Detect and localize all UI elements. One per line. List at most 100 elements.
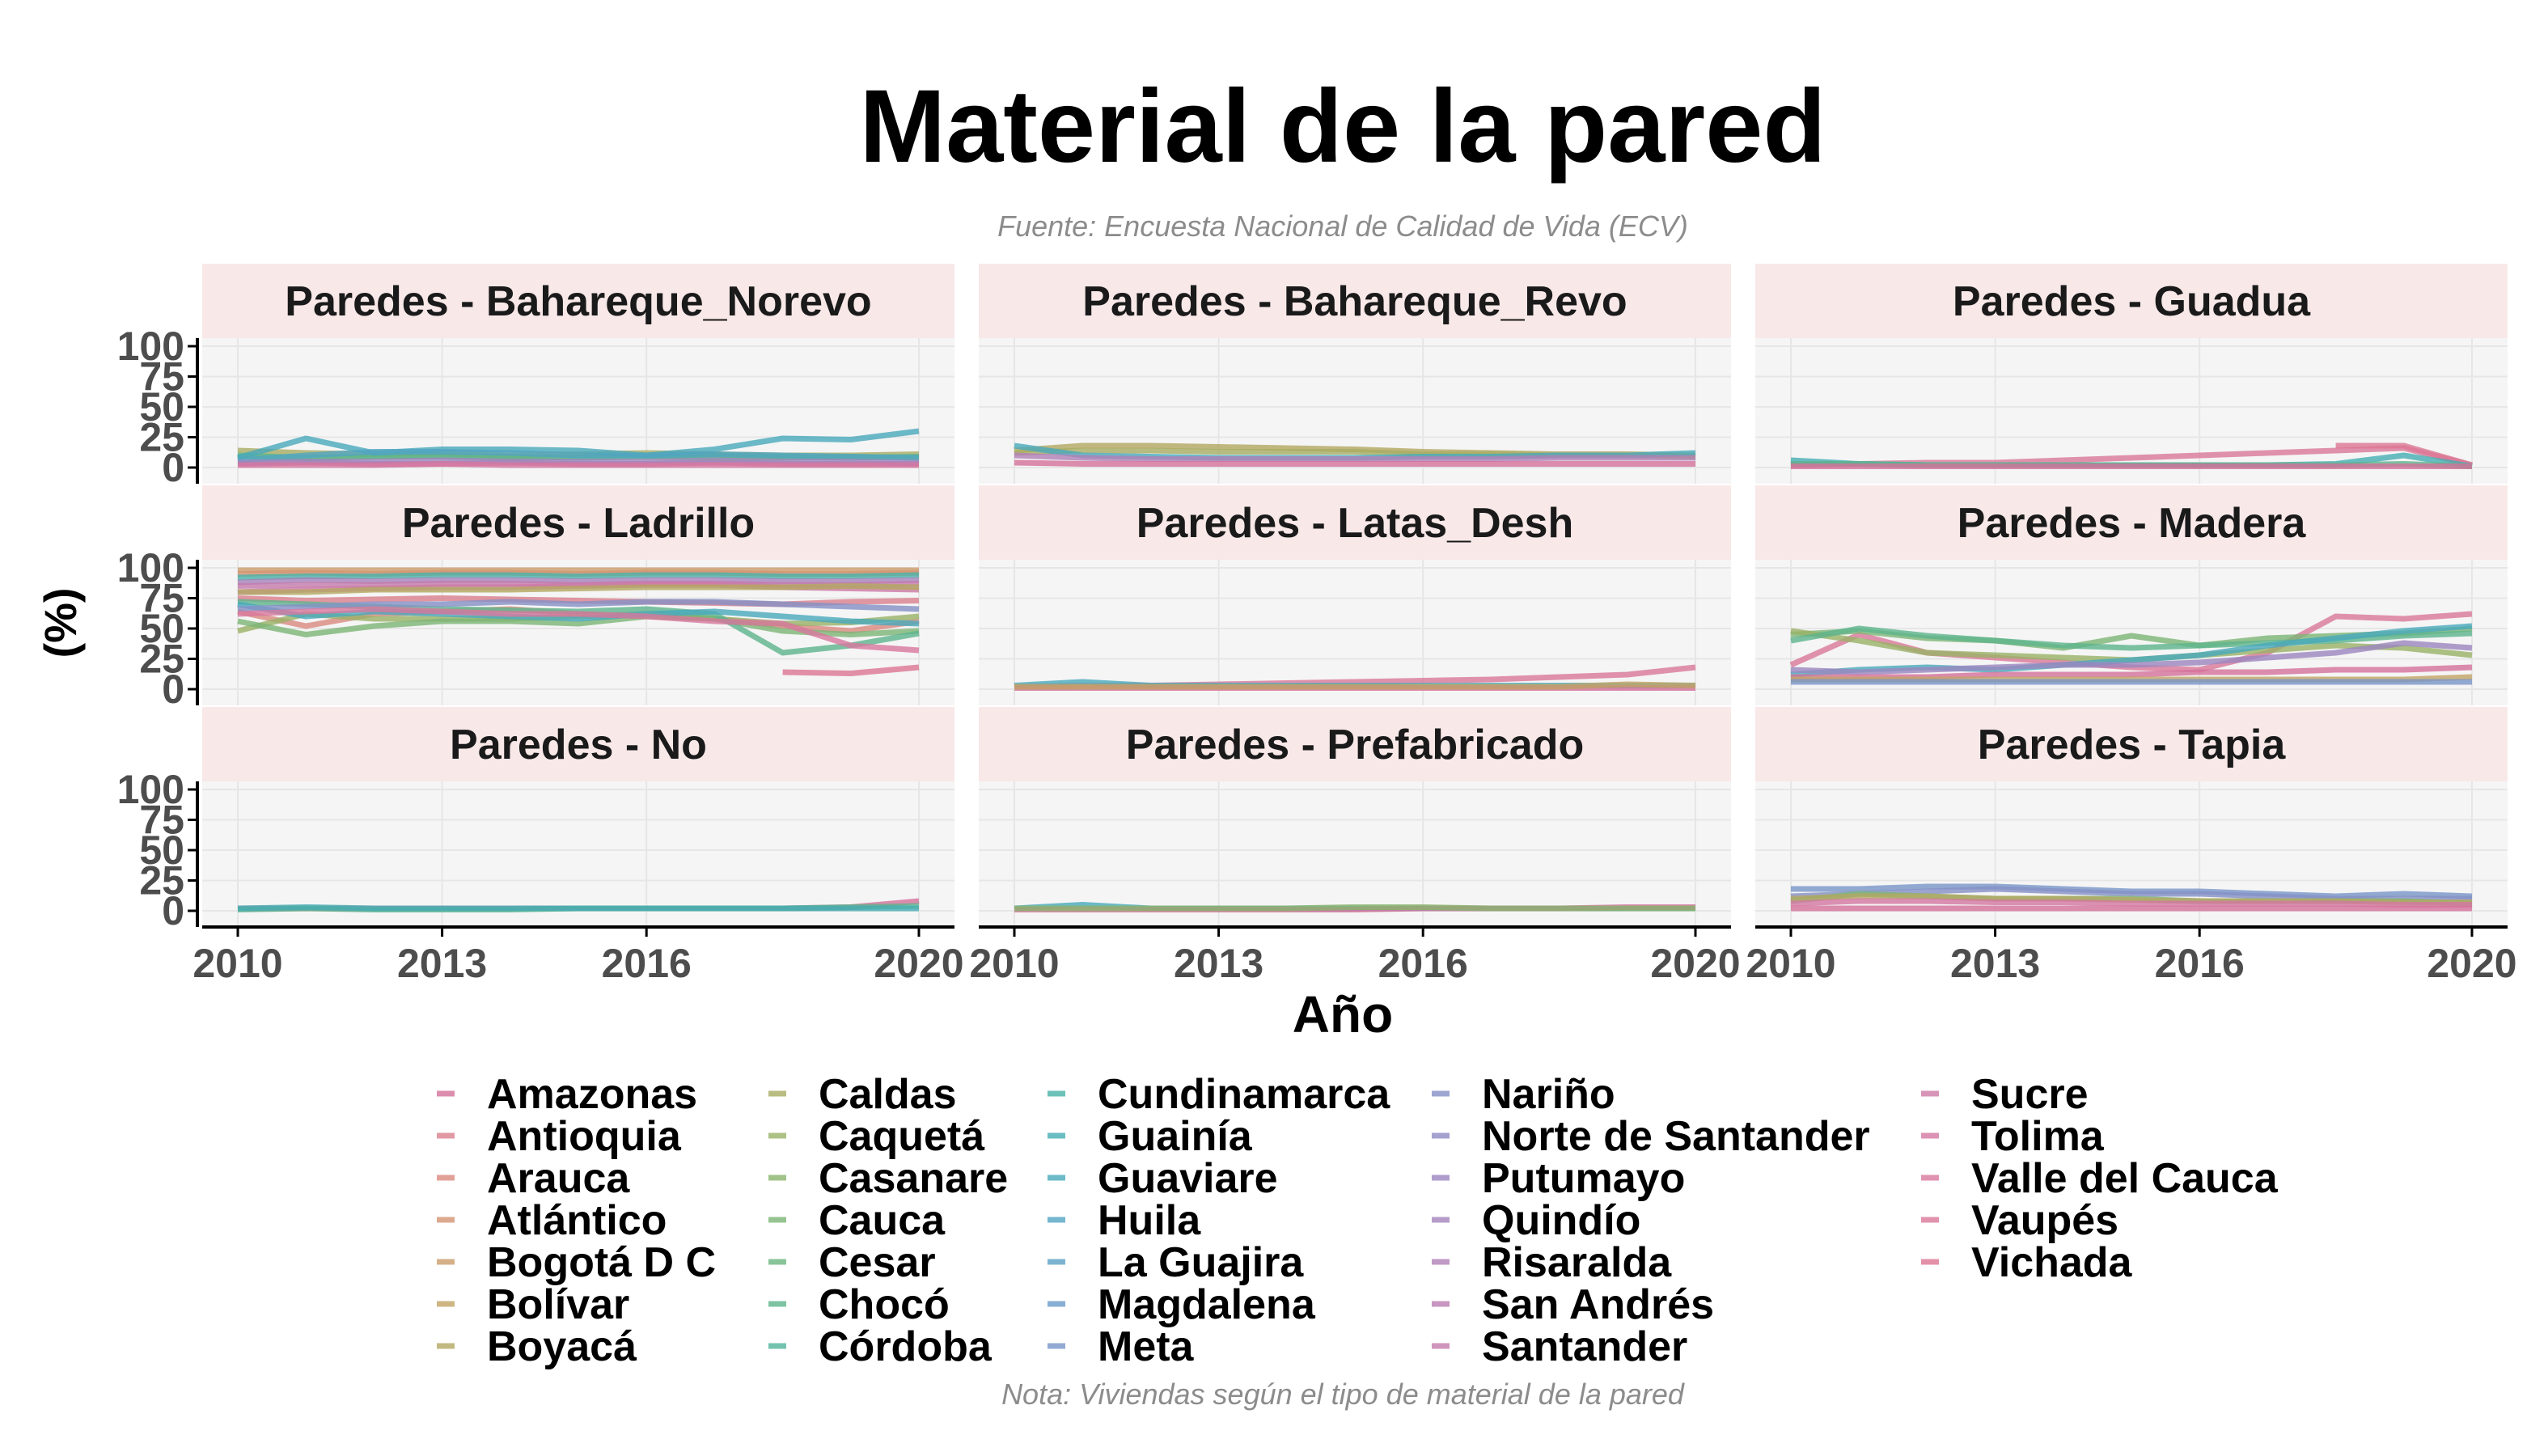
y-tick-label: 25 bbox=[139, 858, 184, 904]
x-tick-label: 2016 bbox=[1378, 941, 1468, 986]
facet-strip bbox=[202, 264, 954, 338]
legend-label: Magdalena bbox=[1098, 1281, 1316, 1328]
series-line bbox=[237, 904, 919, 912]
facet-panel: Paredes - Tapia 2010 2013 2016 2020 bbox=[1746, 707, 2517, 986]
x-tick-label: 2010 bbox=[969, 941, 1059, 986]
legend-label: Putumayo bbox=[1482, 1155, 1685, 1202]
legend-label: Atlántico bbox=[487, 1197, 667, 1244]
legend-label: Nariño bbox=[1482, 1071, 1615, 1118]
legend-label: Boyacá bbox=[487, 1323, 637, 1370]
legend-item: Santander bbox=[1432, 1323, 1687, 1370]
series-line bbox=[2335, 442, 2473, 468]
y-tick-label: 50 bbox=[139, 827, 184, 873]
facet-strip-label: Paredes - Madera bbox=[1958, 500, 2307, 547]
facet-panel: Paredes - Prefabricado 2010 2013 2016 2020 bbox=[969, 707, 1741, 986]
legend-item: Sucre bbox=[1921, 1071, 2089, 1118]
legend-label: Caldas bbox=[819, 1071, 957, 1118]
legend-item: San Andrés bbox=[1432, 1281, 1714, 1328]
facet-panel: Paredes - Madera bbox=[1755, 485, 2508, 705]
legend-label: Amazonas bbox=[487, 1071, 697, 1118]
facet-strip bbox=[1755, 264, 2508, 338]
legend-label: Tolima bbox=[1971, 1113, 2105, 1160]
legend-label: Vichada bbox=[1971, 1239, 2133, 1286]
y-tick-label: 75 bbox=[139, 576, 184, 621]
y-axis-label: (%) bbox=[35, 587, 86, 658]
facet-strip-label: Paredes - Bahareque_Norevo bbox=[285, 278, 871, 325]
legend-item: Guainía bbox=[1048, 1113, 1253, 1160]
facet-panel: Paredes - Guadua bbox=[1755, 264, 2508, 484]
y-tick-label: 100 bbox=[117, 545, 184, 590]
legend-label: Guaviare bbox=[1098, 1155, 1278, 1202]
legend-item: Antioquia bbox=[437, 1113, 682, 1160]
y-tick-label: 75 bbox=[139, 798, 184, 843]
legend-label: Cauca bbox=[819, 1197, 946, 1244]
series-line bbox=[237, 572, 920, 581]
series-line bbox=[1790, 625, 2473, 651]
legend-item: Bogotá D C bbox=[437, 1239, 716, 1286]
legend-label: Cundinamarca bbox=[1098, 1071, 1390, 1118]
legend-item: Arauca bbox=[437, 1155, 630, 1202]
facet-strip bbox=[1755, 485, 2508, 560]
legend-label: Cesar bbox=[819, 1239, 936, 1286]
facet-strip-label: Paredes - Tapia bbox=[1978, 722, 2287, 768]
legend-label: Antioquia bbox=[487, 1113, 682, 1160]
chart-title: Material de la pared bbox=[859, 69, 1826, 184]
series-line bbox=[238, 461, 919, 468]
series-line bbox=[1790, 898, 2472, 908]
legend-label: Sucre bbox=[1971, 1071, 2089, 1118]
x-tick-label: 2020 bbox=[2427, 941, 2516, 986]
chart-caption: Nota: Viviendas según el tipo de materia… bbox=[1001, 1378, 1685, 1411]
y-tick-label: 100 bbox=[117, 767, 184, 812]
facet-strip-label: Paredes - Prefabricado bbox=[1126, 722, 1584, 768]
facet-strip bbox=[979, 264, 1731, 338]
facet-strip bbox=[202, 707, 954, 781]
legend-label: Bogotá D C bbox=[487, 1239, 716, 1286]
series-line bbox=[1790, 640, 2473, 675]
y-tick-label: 25 bbox=[139, 415, 184, 460]
y-tick-label: 0 bbox=[162, 888, 184, 933]
legend-item: Boyacá bbox=[437, 1323, 637, 1370]
y-tick-label: 0 bbox=[162, 667, 184, 712]
facet-strip-label: Paredes - No bbox=[450, 722, 707, 768]
facet-strip-label: Paredes - Latas_Desh bbox=[1136, 500, 1574, 547]
facet-strip bbox=[202, 485, 954, 560]
legend-item: Nariño bbox=[1432, 1071, 1615, 1118]
legend-item: Cauca bbox=[768, 1197, 946, 1244]
x-tick-label: 2020 bbox=[1650, 941, 1740, 986]
facet-strip-label: Paredes - Bahareque_Revo bbox=[1082, 278, 1627, 325]
legend-label: Vaupés bbox=[1971, 1197, 2118, 1244]
x-tick-label: 2016 bbox=[602, 941, 692, 986]
y-tick-label: 0 bbox=[162, 445, 184, 490]
series-line bbox=[237, 449, 920, 463]
legend-item: Cundinamarca bbox=[1048, 1071, 1390, 1118]
legend-item: Vichada bbox=[1921, 1239, 2133, 1286]
legend-label: Huila bbox=[1098, 1197, 1201, 1244]
legend-item: Vaupés bbox=[1921, 1197, 2118, 1244]
plot-background bbox=[202, 781, 954, 927]
series-line bbox=[237, 457, 920, 466]
facet-panel: Paredes - Bahareque_Revo bbox=[979, 264, 1731, 484]
legend-item: La Guajira bbox=[1048, 1239, 1304, 1286]
y-tick-label: 25 bbox=[139, 637, 184, 682]
series-line bbox=[237, 577, 920, 586]
legend-item: Valle del Cauca bbox=[1921, 1155, 2279, 1202]
legend-label: Chocó bbox=[819, 1281, 950, 1328]
legend-item: Bolívar bbox=[437, 1281, 629, 1328]
series-line bbox=[237, 601, 920, 627]
legend-label: La Guajira bbox=[1098, 1239, 1304, 1286]
legend-item: Chocó bbox=[768, 1281, 950, 1328]
legend-item: Quindío bbox=[1432, 1197, 1640, 1244]
y-tick-label: 75 bbox=[139, 354, 184, 400]
series-line bbox=[782, 664, 920, 676]
legend-item: Caldas bbox=[768, 1071, 957, 1118]
legend-item: Córdoba bbox=[768, 1323, 993, 1370]
legend-label: Bolívar bbox=[487, 1281, 629, 1328]
legend-label: Casanare bbox=[819, 1155, 1008, 1202]
series-line bbox=[237, 599, 920, 612]
legend-label: Guainía bbox=[1098, 1113, 1253, 1160]
